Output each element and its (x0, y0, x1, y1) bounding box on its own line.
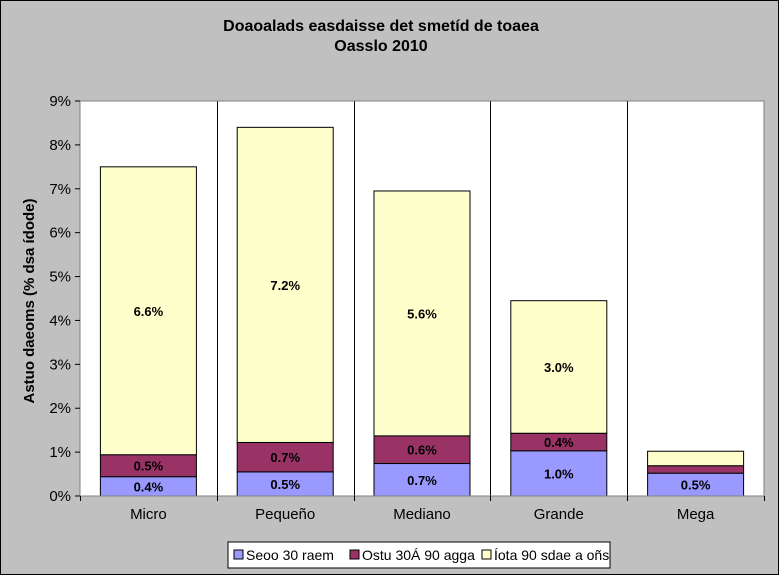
legend: Seoo 30 raem Ostu 30Á 90 agga Íota 90 sd… (227, 541, 611, 569)
plot-border (79, 100, 765, 497)
y-tick-label: 0% (49, 488, 71, 505)
y-axis-label: Astuo daeoms (% dsa ídode) (21, 198, 38, 403)
x-axis-categories: Micro Pequeño Mediano Grande Mega (80, 496, 765, 523)
data-label: 3.0% (544, 360, 574, 375)
data-labels-layer: 0.4% 0.5% 6.6% 0.5% 0.7% 7.2% 0.7% 0.6% 5.6% 1.0%… (134, 278, 711, 494)
y-tick-label: 1% (49, 444, 71, 461)
bar-segment (373, 190, 471, 437)
data-label: 0.4% (134, 479, 164, 494)
y-tick-label: 5% (49, 269, 71, 286)
legend-label-series-1: Seoo 30 raem (246, 547, 334, 563)
category-separators (217, 101, 628, 496)
y-tick-label: 3% (49, 356, 71, 373)
y-tick-label: 2% (49, 400, 71, 417)
legend-swatch-series-3 (481, 549, 492, 560)
data-label: 0.5% (134, 459, 164, 474)
chart-subtitle: Oasslo 2010 (334, 38, 428, 55)
data-label: 0.4% (544, 435, 574, 450)
bar-segment (373, 435, 471, 465)
y-tick-label: 9% (49, 93, 71, 110)
legend-label-series-3: Íota 90 sdae a oñs (494, 547, 609, 563)
x-category-label: Mega (677, 506, 715, 523)
data-label: 0.7% (270, 450, 300, 465)
x-category-label: Mediano (393, 506, 451, 523)
bars-layer (99, 126, 745, 497)
bar-segment (510, 450, 608, 497)
x-category-label: Micro (130, 506, 167, 523)
y-tick-label: 4% (49, 312, 71, 329)
legend-swatch-series-1 (233, 549, 244, 560)
data-label: 0.5% (270, 477, 300, 492)
bar-segment (99, 166, 197, 456)
data-label: 1.0% (544, 466, 574, 481)
legend-swatch-series-2 (349, 549, 360, 560)
legend-label-series-2: Ostu 30Á 90 agga (362, 547, 475, 563)
y-tick-label: 7% (49, 181, 71, 198)
bar-segment (647, 450, 745, 467)
x-category-label: Pequeño (255, 506, 315, 523)
data-label: 7.2% (270, 278, 300, 293)
chart-title: Doaoalads easdaisse det smetíd de toaea (223, 18, 539, 35)
bar-segment (236, 441, 334, 473)
data-label: 0.6% (407, 443, 437, 458)
data-label: 6.6% (134, 304, 164, 319)
data-label: 0.5% (681, 478, 711, 493)
y-tick-label: 8% (49, 137, 71, 154)
bar-segment (373, 463, 471, 497)
data-label: 5.6% (407, 306, 437, 321)
legend-box (227, 541, 611, 569)
bar-segment (236, 126, 334, 443)
bar-segment (647, 465, 745, 474)
y-tick-label: 6% (49, 225, 71, 242)
x-category-label: Grande (534, 506, 584, 523)
y-axis-ticks: 0% 1% 2% 3% 4% 5% 6% 7% 8% 9% (49, 93, 80, 505)
data-label: 0.7% (407, 473, 437, 488)
bar-segment (510, 300, 608, 434)
